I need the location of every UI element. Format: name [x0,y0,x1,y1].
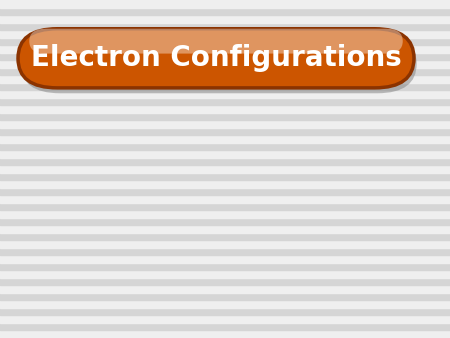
Bar [0,98,450,105]
Bar [0,233,450,240]
Bar [0,165,450,173]
Bar [0,256,450,263]
Bar [0,173,450,180]
Bar [0,135,450,143]
Bar [0,210,450,218]
Bar [0,7,450,15]
Bar [0,218,450,225]
Bar [0,270,450,278]
Bar [0,75,450,82]
Bar [0,293,450,300]
Bar [0,23,450,30]
Bar [0,30,450,38]
Bar [0,128,450,135]
Bar [0,158,450,165]
Bar [0,105,450,113]
FancyBboxPatch shape [21,34,417,93]
Bar [0,38,450,45]
Bar [0,45,450,53]
Text: Electron Configurations: Electron Configurations [31,44,401,72]
Bar [0,308,450,315]
Bar [0,285,450,293]
Bar [0,323,450,331]
Bar [0,195,450,203]
Bar [0,331,450,338]
Bar [0,60,450,68]
Bar [0,315,450,323]
Bar [0,53,450,60]
Bar [0,188,450,195]
Bar [0,278,450,285]
Bar [0,150,450,158]
Bar [0,240,450,248]
Bar [0,0,450,7]
Bar [0,15,450,23]
Bar [0,300,450,308]
Bar [0,113,450,120]
Bar [0,225,450,233]
Bar [0,180,450,188]
FancyBboxPatch shape [29,29,403,53]
Bar [0,120,450,128]
Bar [0,90,450,98]
Bar [0,263,450,270]
Bar [0,143,450,150]
Bar [0,203,450,210]
Bar [0,248,450,256]
Bar [0,68,450,75]
Bar [0,82,450,90]
FancyBboxPatch shape [18,29,414,88]
